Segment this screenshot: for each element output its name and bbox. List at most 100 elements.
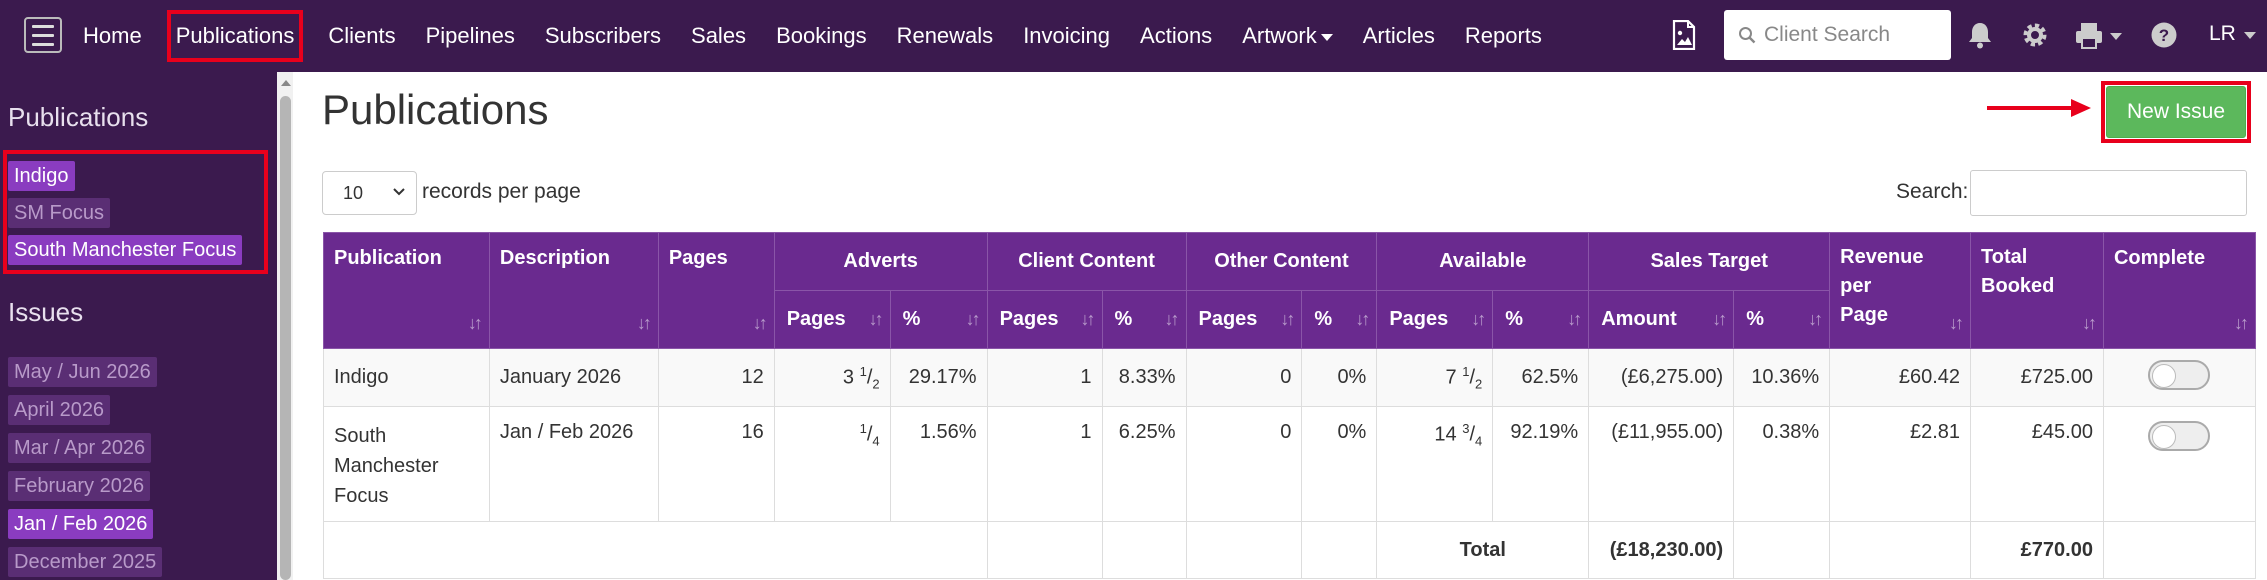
printer-dropdown-caret-icon[interactable] [2110,33,2122,40]
sort-icon: ↓↑ [1567,309,1582,329]
sidebar-issue-item[interactable]: May / Jun 2026 [8,357,157,387]
cell-adverts-pct: 1.56% [889,406,988,522]
client-search-placeholder: Client Search [1764,23,1891,46]
cell-adverts-pages: 1/4 [773,406,891,522]
cell-total-booked: £45.00 [1970,406,2104,522]
sidebar-issue-item[interactable]: April 2026 [8,395,111,425]
header-pages[interactable]: Pages ↓↑ [657,232,775,349]
sidebar-issue-item[interactable]: February 2026 [8,471,151,501]
cell-sales-pct: 0.38% [1733,406,1831,522]
nav-publications[interactable]: Publications [157,0,314,72]
sort-icon: ↓↑ [2234,313,2249,333]
nav-subscribers[interactable]: Subscribers [544,23,662,48]
nav-home[interactable]: Home [83,23,142,48]
sidebar-issue-item-active[interactable]: Jan / Feb 2026 [8,509,154,539]
scrollbar-thumb[interactable] [280,96,291,580]
records-per-page-value: 10 [343,182,364,203]
header-client-content: Client Content [986,232,1187,291]
nav-actions[interactable]: Actions [1140,23,1213,48]
header-sales-target: Sales Target [1588,232,1831,291]
header-adverts-pages[interactable]: Pages ↓↑ [773,290,891,349]
user-menu[interactable]: LR [2209,22,2256,46]
sidebar-publication-indigo[interactable]: Indigo [8,161,75,191]
nav-articles[interactable]: Articles [1362,23,1435,48]
header-other-pages[interactable]: Pages ↓↑ [1185,290,1303,349]
header-client-pages[interactable]: Pages ↓↑ [986,290,1103,349]
user-initials: LR [2209,22,2236,45]
help-icon[interactable]: ? [2150,21,2178,49]
header-available-pages[interactable]: Pages ↓↑ [1376,290,1494,349]
table-row[interactable]: South Manchester Focus Jan / Feb 2026 16… [323,406,2257,522]
new-issue-button[interactable]: New Issue [2106,86,2246,138]
cell-pages: 16 [657,406,775,522]
cell-available-pages: 7 1/2 [1376,348,1494,407]
gear-icon[interactable] [2021,21,2049,49]
header-available-pct[interactable]: % ↓↑ [1492,290,1590,349]
cell-client-pct: 6.25% [1101,406,1187,522]
sidebar-issue-item[interactable]: Mar / Apr 2026 [8,433,152,463]
sort-icon: ↓↑ [1280,309,1295,329]
nav-bookings[interactable]: Bookings [776,23,867,48]
printer-icon[interactable] [2074,21,2104,49]
totals-empty-cell [986,521,1103,579]
cell-pages: 12 [657,348,775,407]
nav-reports[interactable]: Reports [1464,23,1542,48]
cell-revenue-per-page: £2.81 [1829,406,1972,522]
bell-icon[interactable] [1967,21,1993,49]
complete-toggle[interactable] [2147,359,2210,390]
caret-down-icon [2243,31,2256,39]
sidebar-publication-south-manchester-focus[interactable]: South Manchester Focus [8,235,243,265]
table-search-input[interactable] [1970,170,2247,216]
scroll-up-arrow-icon[interactable] [281,80,291,86]
header-revenue-per-page[interactable]: Revenue per Page ↓↑ [1829,232,1972,349]
cell-client-pages: 1 [986,348,1103,407]
header-complete-label: Complete [2113,247,2206,269]
new-issue-highlight-box [2101,81,2251,143]
nav-artwork-dropdown[interactable]: Artwork [1227,0,1348,72]
nav-invoicing[interactable]: Invoicing [1023,23,1111,48]
cell-other-pct: 0% [1301,406,1378,522]
subheader-label: Pages [999,308,1059,330]
nav-clients[interactable]: Clients [328,23,396,48]
cell-available-pct: 92.19% [1492,406,1590,522]
sidebar-issue-item[interactable]: December 2025 [8,547,163,577]
complete-toggle[interactable] [2147,421,2210,451]
header-other-pct[interactable]: % ↓↑ [1301,290,1378,349]
cell-other-pages: 0 [1185,406,1303,522]
header-total-booked[interactable]: Total Booked ↓↑ [1970,232,2104,349]
publications-table: Publication ↓↑ Description ↓↑ Pages ↓↑ Adve… [323,232,2257,579]
fraction-denominator: 4 [1475,433,1483,449]
header-publication[interactable]: Publication ↓↑ [323,232,490,349]
header-complete[interactable]: Complete ↓↑ [2102,232,2257,349]
header-client-pct[interactable]: % ↓↑ [1101,290,1187,349]
sort-icon: ↓↑ [467,313,483,333]
header-publication-label: Publication [334,247,442,269]
fraction-numerator: 1 [1462,363,1470,379]
header-adverts-pct[interactable]: % ↓↑ [889,290,988,349]
sidebar-publication-sm-focus[interactable]: SM Focus [8,198,111,228]
menu-toggle-button[interactable] [24,17,62,53]
sort-icon: ↓↑ [868,309,884,329]
nav-renewals[interactable]: Renewals [896,23,994,48]
nav-sales[interactable]: Sales [691,23,747,48]
header-sales-pct[interactable]: % ↓↑ [1733,290,1831,349]
records-per-page-select[interactable]: 10 [322,171,417,215]
header-revenue-per-page-label: Revenue per Page [1840,246,1924,326]
table-totals-row: Total (£18,230.00) £770.00 [323,521,2257,579]
table-row[interactable]: Indigo January 2026 12 3 1/2 29.17% 1 8.… [323,348,2257,407]
fraction-denominator: 4 [872,433,880,449]
header-other-content: Other Content [1185,232,1378,291]
image-file-icon[interactable] [1672,20,1696,50]
search-icon [1739,27,1756,44]
sort-icon: ↓↑ [752,313,768,333]
sort-icon: ↓↑ [636,313,652,333]
nav-menu: Home Publications Clients Pipelines Subs… [68,0,1557,72]
client-search-input[interactable]: Client Search [1724,10,1951,60]
header-description[interactable]: Description ↓↑ [488,232,659,349]
fraction-denominator: 2 [1475,376,1483,392]
fraction-whole: 7 [1445,366,1457,389]
totals-empty-cell [1301,521,1378,579]
header-sales-amount[interactable]: Amount ↓↑ [1588,290,1735,349]
subheader-label: % [1114,308,1133,330]
nav-pipelines[interactable]: Pipelines [425,23,515,48]
